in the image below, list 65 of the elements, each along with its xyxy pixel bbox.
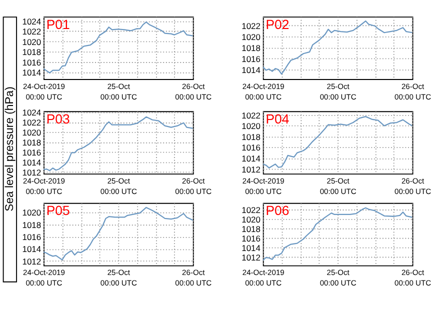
y-tick-label: 1018 [242,224,261,234]
y-axis-title: Sea level pressure (hPa) [4,86,16,212]
y-tick-label: 1016 [22,232,42,242]
line-series [44,206,193,260]
x-tick-label: 26-Oct 00:00 UTC [394,176,432,196]
y-tick-label: 1020 [22,208,42,218]
x-tick-label: 25-Oct 00:00 UTC [320,268,357,288]
x-tick-label: 25-Oct 00:00 UTC [320,176,357,196]
y-tick-label: 1018 [242,42,261,53]
y-tick-label: 1016 [22,57,42,68]
x-tick-label: 26-Oct 00:00 UTC [394,268,432,288]
chart-title: P05 [46,203,70,218]
x-tick-label: 25-Oct 00:00 UTC [100,82,138,102]
y-tick-label: 1022 [242,20,261,31]
line-series [262,116,412,168]
chart-title: P02 [266,16,290,32]
y-tick-label: 1016 [22,148,42,158]
y-tick-label: 1014 [242,242,261,253]
y-tick-label: 1020 [242,121,261,132]
x-tick-label: 26-Oct 00:00 UTC [175,268,212,288]
x-tick-label: 24-Oct-2019 00:00 UTC [242,268,284,288]
y-tick-label: 1014 [22,244,42,254]
x-tick-label: 24-Oct-2019 00:00 UTC [22,176,65,196]
y-tick-label: 1014 [242,64,261,75]
y-tick-label: 1020 [242,214,261,225]
y-tick-label: 1024 [22,108,42,118]
y-tick-label: 1024 [22,16,42,26]
y-tick-label: 1018 [22,220,42,230]
y-tick-label: 1012 [242,164,261,174]
y-tick-label: 1012 [242,252,261,262]
chart-title: P01 [46,16,70,32]
y-tick-label: 1016 [242,54,261,64]
y-tick-label: 1014 [22,157,42,168]
y-tick-label: 1022 [22,118,42,128]
y-tick-label: 1018 [22,138,42,148]
x-tick-label: 26-Oct 00:00 UTC [394,82,432,102]
y-tick-label: 1016 [242,233,261,244]
y-tick-label: 1016 [242,142,261,153]
y-tick-label: 1012 [22,167,42,178]
line-series [262,20,412,75]
chart-title: P06 [266,203,290,218]
x-tick-label: 25-Oct 00:00 UTC [320,82,357,102]
y-tick-label: 1014 [22,68,42,78]
x-tick-label: 25-Oct 00:00 UTC [100,176,138,196]
y-tick-label: 1018 [242,132,261,142]
y-tick-label: 1014 [242,153,261,164]
line-series [44,21,193,74]
y-tick-label: 1022 [242,205,261,216]
x-tick-label: 24-Oct-2019 00:00 UTC [22,268,65,288]
chart-title: P04 [266,111,290,126]
y-tick-label: 1018 [22,47,42,58]
line-series [262,207,412,261]
y-tick-label: 1020 [22,36,42,47]
x-tick-label: 24-Oct-2019 00:00 UTC [242,82,284,102]
y-tick-label: 1022 [242,110,261,120]
x-tick-label: 26-Oct 00:00 UTC [175,82,212,102]
x-tick-label: 24-Oct-2019 00:00 UTC [22,82,65,102]
y-tick-label: 1020 [22,128,42,138]
y-tick-label: 1020 [242,32,261,42]
y-tick-label: 1012 [22,256,42,266]
x-tick-label: 26-Oct 00:00 UTC [175,176,212,196]
y-tick-label: 1022 [22,26,42,37]
chart-title: P03 [46,111,70,126]
x-tick-label: 24-Oct-2019 00:00 UTC [242,176,284,196]
x-tick-label: 25-Oct 00:00 UTC [100,268,138,288]
